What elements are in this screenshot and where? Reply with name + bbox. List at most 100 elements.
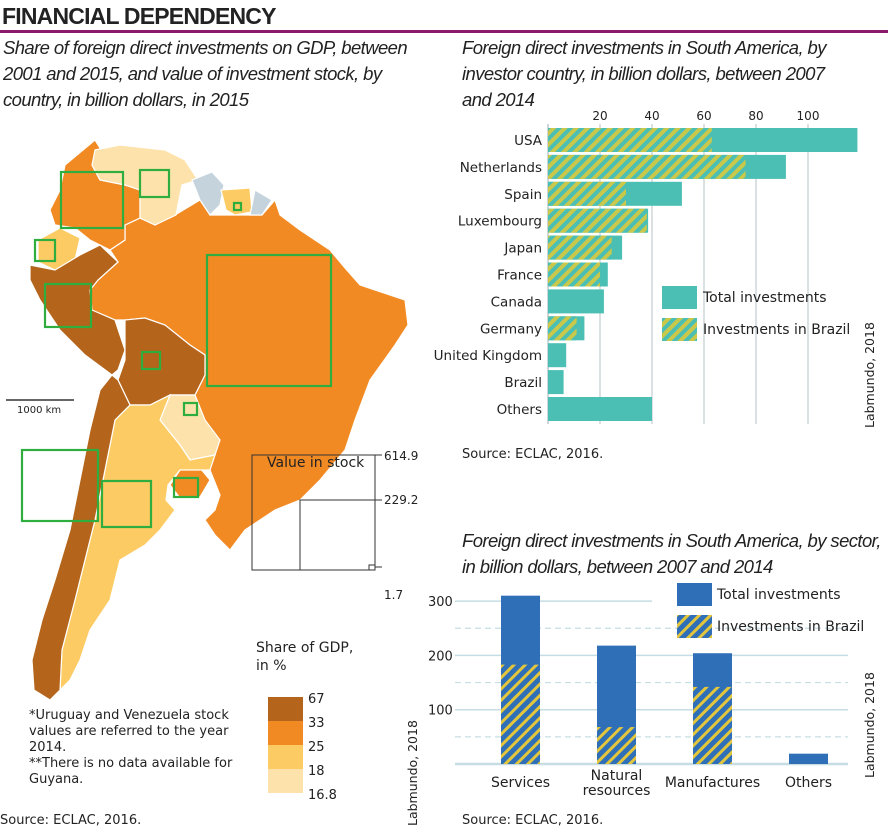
bar-brazil (548, 235, 612, 260)
note-guyana: **There is no data available for Guyana. (29, 756, 233, 787)
stock-legend-square-small (368, 564, 376, 571)
map-subtitle: Share of foreign direct investments on G… (3, 37, 408, 110)
stock-square-argentina (100, 479, 153, 529)
page-title: FINANCIAL DEPENDENCY (2, 3, 276, 29)
bar-total (548, 397, 652, 421)
map-notes: *Uruguay and Venezuela stock values are … (29, 708, 249, 788)
gdp-legend: 67 33 25 18 16.8 (268, 692, 337, 803)
y-tick-label: 200 (428, 649, 453, 664)
y-tick-label: 300 (428, 595, 453, 610)
stock-legend-value-small: 1.7 (384, 588, 403, 602)
category-label: Germany (480, 321, 542, 337)
gdp-legend-break: 16.8 (308, 788, 337, 803)
category-label: United Kingdom (434, 348, 542, 364)
title-divider (0, 30, 888, 33)
stock-legend-value-large: 614.9 (384, 449, 418, 463)
stock-square-chile (20, 448, 100, 523)
sector-chart-credit: Labmundo, 2018 (862, 672, 877, 778)
gdp-legend-break: 25 (308, 740, 325, 755)
x-tick-label: 60 (696, 109, 711, 123)
bar-brazil (501, 664, 540, 764)
note-uruguay-venezuela: *Uruguay and Venezuela stock values are … (29, 708, 229, 755)
stock-square-brazil (205, 253, 333, 388)
category-label: Services (491, 775, 550, 791)
south-america-map (29, 139, 409, 701)
country-chart-credit: Labmundo, 2018 (862, 322, 877, 428)
gdp-legend-swatch (268, 721, 303, 745)
gdp-legend-break: 18 (308, 764, 325, 779)
country-brazil (89, 198, 409, 551)
legend-swatch-brazil (677, 615, 712, 638)
bar-brazil (548, 208, 647, 233)
country-suriname (220, 187, 253, 216)
stock-legend-title: Value in stock (267, 455, 365, 471)
gdp-legend-title: Share of GDP, in % (256, 640, 353, 674)
gdp-legend-swatch (268, 697, 303, 721)
gdp-legend-swatch (268, 769, 303, 793)
bar-brazil (548, 181, 626, 206)
category-label: Brazil (504, 375, 542, 391)
map-credit: Labmundo, 2018 (405, 720, 420, 826)
category-label: Manufactures (665, 775, 760, 791)
country-chart-subtitle: Foreign direct investments in South Amer… (462, 37, 827, 110)
legend-swatch-total (662, 286, 697, 309)
stock-legend-value-medium: 229.2 (384, 493, 418, 507)
stock-square-bolivia (140, 350, 162, 371)
bar-brazil (548, 128, 712, 152)
stock-square-uruguay (172, 476, 200, 499)
x-tick-label: 80 (748, 109, 763, 123)
bar-total (789, 753, 828, 764)
category-label: Japan (503, 241, 542, 257)
category-label: Others (785, 775, 832, 791)
x-tick-label: 40 (644, 109, 659, 123)
bar-total (548, 370, 564, 395)
category-label: Canada (491, 294, 542, 310)
stock-square-suriname (232, 201, 243, 212)
sector-chart-source: Source: ECLAC, 2016. (462, 813, 603, 828)
bar-total (548, 343, 567, 368)
category-label: Luxembourg (458, 214, 542, 230)
bar-brazil (548, 316, 577, 341)
bar-brazil (548, 262, 600, 287)
sector-chart-subtitle: Foreign direct investments in South Amer… (462, 530, 881, 577)
bar-brazil (597, 727, 636, 764)
country-guyana (191, 171, 225, 216)
legend-label-total: Total investments (716, 587, 841, 603)
stock-squares (20, 168, 333, 529)
bar-brazil (548, 154, 746, 179)
country-chile (31, 374, 131, 701)
map-source: Source: ECLAC, 2016. (0, 813, 141, 828)
bar-brazil (693, 686, 732, 764)
legend-swatch-total (677, 583, 712, 606)
stock-square-ecuador (33, 238, 57, 263)
country-peru (29, 244, 126, 376)
country-french-guiana (249, 189, 273, 216)
x-tick-label: 20 (592, 109, 607, 123)
stock-square-venezuela (138, 168, 171, 199)
scale-label: 1000 km (17, 405, 61, 416)
stock-square-peru (43, 282, 93, 329)
x-tick-label: 100 (797, 109, 820, 123)
stock-legend-square-medium (299, 499, 376, 571)
gdp-legend-break: 33 (308, 716, 325, 731)
country-bar-chart: 20 40 60 80 100 USA Netherlands Spain Luxembourg… (434, 109, 858, 424)
bar-total (548, 289, 604, 314)
category-label: Natural resources (583, 768, 651, 799)
category-label: Others (497, 402, 542, 418)
country-venezuela (91, 144, 199, 226)
category-label: USA (514, 133, 543, 149)
stock-legend (251, 454, 382, 571)
category-label: Spain (504, 187, 542, 203)
y-tick-label: 100 (428, 704, 453, 719)
legend-label-brazil: Investments in Brazil (717, 619, 864, 635)
country-chart-source: Source: ECLAC, 2016. (462, 447, 603, 462)
category-label: Netherlands (460, 160, 542, 176)
category-label: France (497, 268, 542, 284)
legend-label-brazil: Investments in Brazil (703, 322, 850, 338)
gdp-legend-break: 67 (308, 692, 325, 707)
stock-square-colombia (59, 170, 125, 230)
legend-swatch-brazil (662, 318, 697, 341)
legend-label-total: Total investments (702, 290, 827, 306)
stock-square-paraguay (182, 401, 199, 417)
